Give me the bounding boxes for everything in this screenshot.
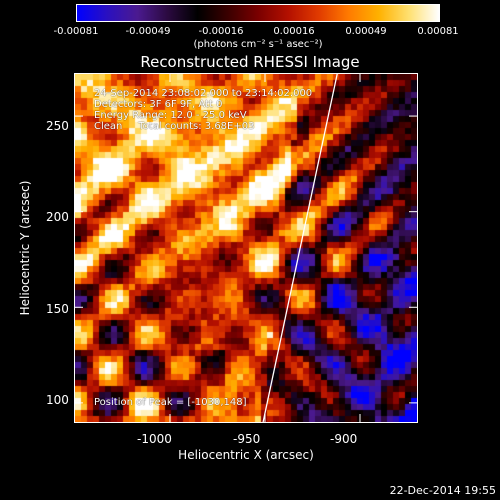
heatmap-image — [75, 74, 417, 422]
colorbar-tick-label: -0.00016 — [198, 26, 244, 37]
peak-position-label: Position of Peak = [-1030,148] — [94, 397, 247, 408]
info-line-time: 24-Sep-2014 23:08:02.000 to 23:14:02.000 — [94, 88, 313, 99]
info-line-detectors: Detectors: 3F 6F 9F, Att 0 — [94, 99, 223, 110]
colorbar-tick-label: 0.00081 — [417, 26, 459, 37]
info-line-energy: Energy Range: 12.0 - 25.0 keV — [94, 110, 247, 121]
x-tick-label: -900 — [330, 432, 358, 446]
x-tick-label: -950 — [233, 432, 261, 446]
y-tick-label: 150 — [46, 302, 69, 316]
colorbar — [76, 4, 440, 22]
limb-line — [262, 73, 338, 423]
colorbar-tick-label: -0.00081 — [53, 26, 99, 37]
y-tick-label: 200 — [46, 210, 69, 224]
y-tick-label: 100 — [46, 393, 69, 407]
y-axis-label: Heliocentric Y (arcsec) — [18, 180, 32, 316]
colorbar-tick-label: -0.00049 — [125, 26, 171, 37]
colorbar-tick-label: 0.00049 — [345, 26, 387, 37]
colorbar-units: (photons cm⁻² s⁻¹ asec⁻²) — [193, 39, 323, 50]
info-line-clean: Clean Total counts: 3.68E+03 — [94, 121, 255, 132]
x-tick-label: -1000 — [137, 432, 172, 446]
plot-title: Reconstructed RHESSI Image — [140, 53, 360, 71]
y-tick-label: 250 — [46, 119, 69, 133]
colorbar-tick-label: 0.00016 — [273, 26, 315, 37]
footer-timestamp: 22-Dec-2014 19:55 — [389, 484, 496, 497]
plot-frame — [74, 73, 418, 423]
x-axis-label: Heliocentric X (arcsec) — [178, 448, 314, 462]
axis-ticks — [75, 74, 417, 422]
